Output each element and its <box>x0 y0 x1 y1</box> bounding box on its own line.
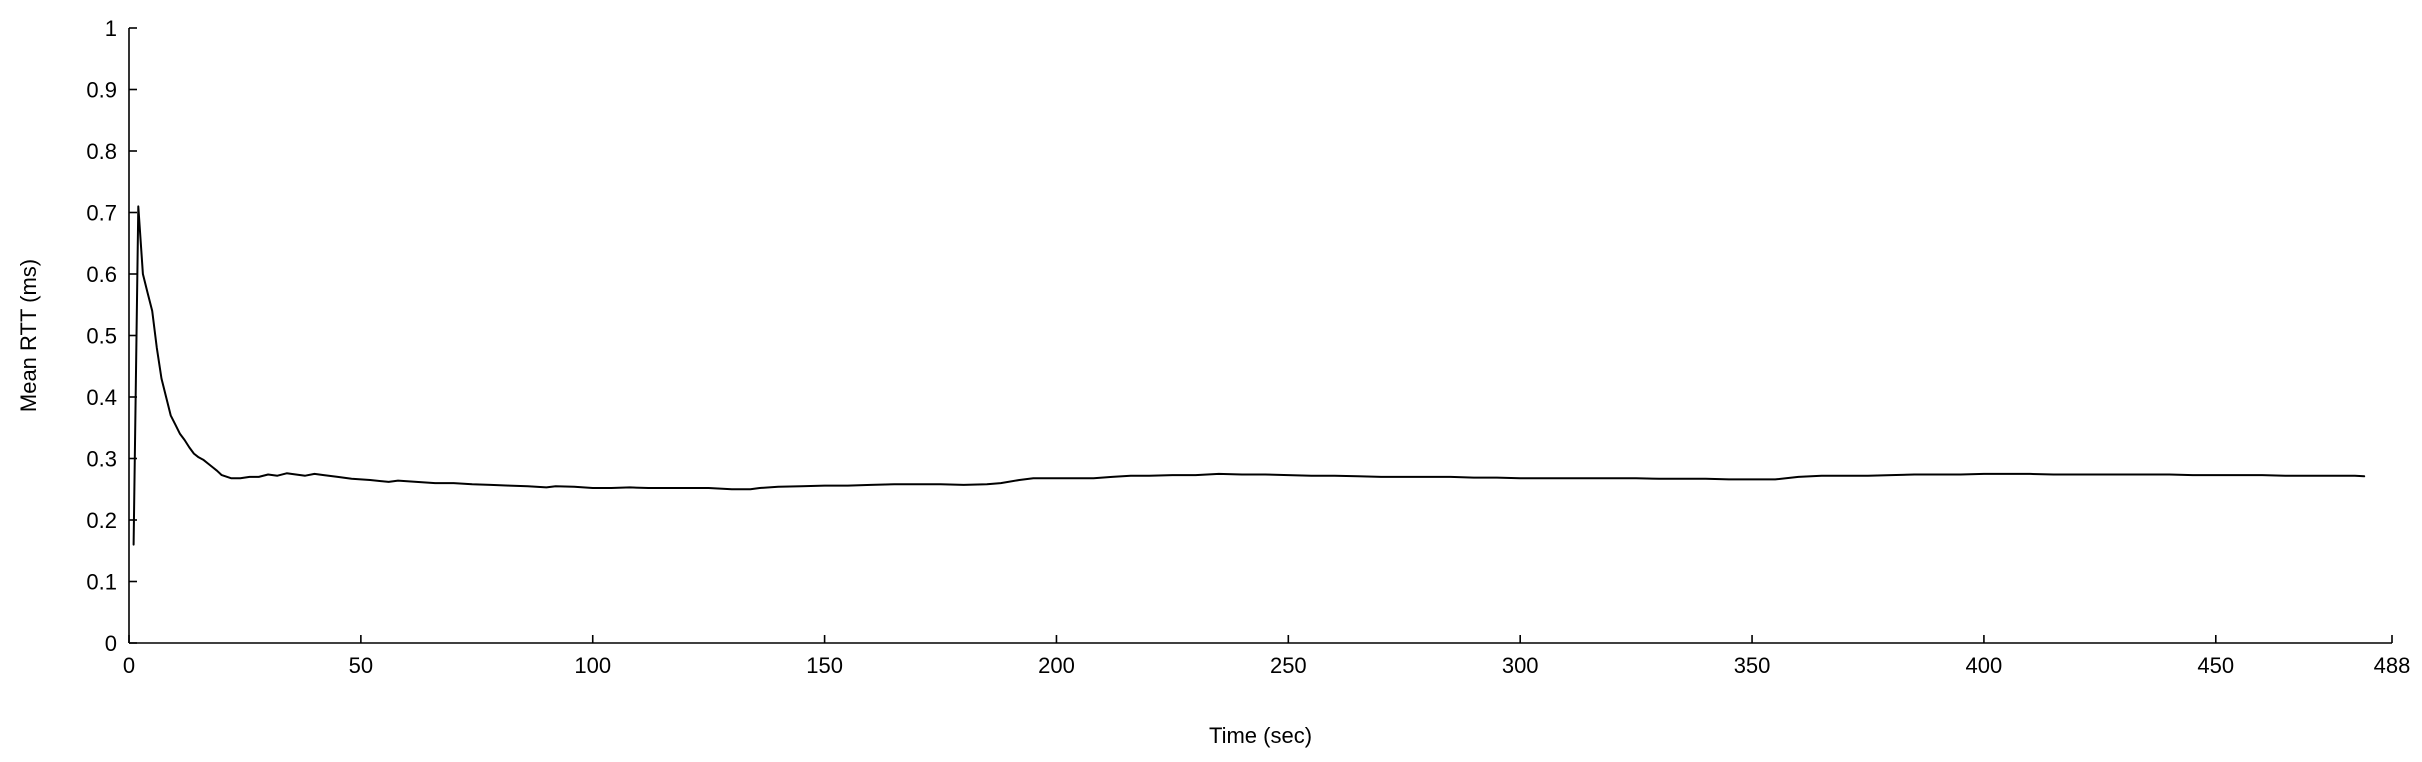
y-tick-label: 0.2 <box>86 508 117 533</box>
y-tick-label: 0.6 <box>86 262 117 287</box>
y-axis-title: Mean RTT (ms) <box>16 259 41 412</box>
x-tick-label: 50 <box>349 653 373 678</box>
series-line-mean-rtt <box>132 205 2366 546</box>
x-tick-label: 100 <box>574 653 611 678</box>
x-tick-label: 400 <box>1966 653 2003 678</box>
y-tick-label: 0 <box>105 631 117 656</box>
x-axis-title: Time (sec) <box>1209 723 1312 748</box>
y-tick-label: 0.5 <box>86 324 117 349</box>
y-tick-label: 0.9 <box>86 78 117 103</box>
x-tick-label: 300 <box>1502 653 1539 678</box>
series-layer <box>132 205 2366 546</box>
x-tick-label: 488 <box>2374 653 2411 678</box>
y-tick-label: 0.7 <box>86 201 117 226</box>
x-tick-label: 150 <box>806 653 843 678</box>
x-tick-label: 250 <box>1270 653 1307 678</box>
y-tick-label: 0.3 <box>86 447 117 472</box>
x-tick-label: 450 <box>2197 653 2234 678</box>
y-tick-label: 1 <box>105 16 117 41</box>
y-axis-ticks: 0 0.1 0.2 0.3 0.4 0.5 0.6 0.7 0.8 0.9 1 <box>86 16 137 656</box>
y-tick-label: 0.1 <box>86 570 117 595</box>
x-tick-label: 350 <box>1734 653 1771 678</box>
x-axis-ticks: 0 50 100 150 200 250 300 350 400 450 488 <box>123 635 2410 678</box>
y-tick-label: 0.4 <box>86 385 117 410</box>
x-tick-label: 200 <box>1038 653 1075 678</box>
x-tick-label: 0 <box>123 653 135 678</box>
y-tick-label: 0.8 <box>86 139 117 164</box>
